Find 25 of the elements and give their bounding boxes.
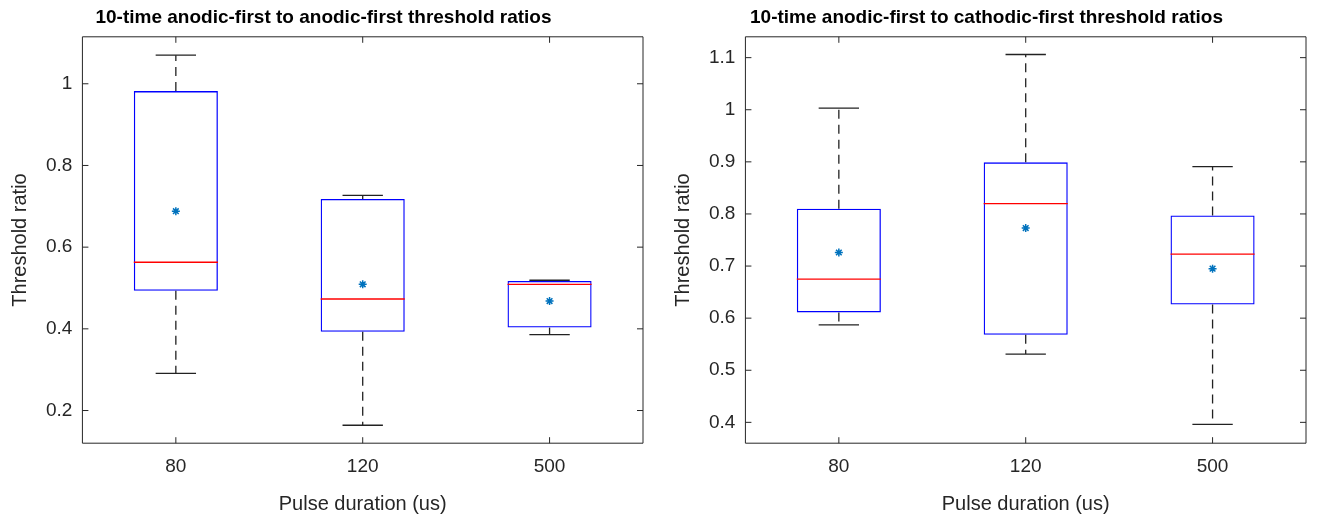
x-axis-title: Pulse duration (us) — [941, 491, 1110, 514]
y-tick-label: 0.5 — [708, 358, 736, 380]
y-axis-title: Threshold ratio — [670, 173, 693, 307]
y-tick-label: 1.1 — [708, 45, 736, 67]
x-tick-label: 500 — [1196, 454, 1229, 476]
y-tick-label: 1 — [61, 72, 73, 94]
y-tick-label: 0.8 — [708, 202, 736, 224]
y-tick-label: 0.6 — [45, 235, 73, 257]
x-tick-label: 120 — [1009, 454, 1042, 476]
x-tick-label: 120 — [346, 454, 379, 476]
y-tick-label: 0.9 — [708, 150, 736, 172]
y-tick-label: 0.4 — [708, 410, 736, 432]
y-tick-label: 0.8 — [45, 153, 73, 175]
y-tick-label: 0.4 — [45, 317, 73, 339]
x-tick-label: 500 — [533, 454, 566, 476]
y-axis-title: Threshold ratio — [7, 173, 30, 307]
y-tick-label: 0.6 — [708, 306, 736, 328]
x-tick-label: 80 — [165, 454, 187, 476]
x-axis-title: Pulse duration (us) — [278, 491, 447, 514]
chart-title: 10-time anodic-first to anodic-first threshold ratios — [95, 5, 552, 27]
chart-title: 10-time anodic-first to cathodic-first threshold ratios — [750, 5, 1223, 27]
y-tick-label: 0.7 — [708, 254, 736, 276]
y-tick-label: 1 — [724, 97, 736, 119]
y-tick-label: 0.2 — [45, 398, 73, 420]
x-tick-label: 80 — [828, 454, 850, 476]
